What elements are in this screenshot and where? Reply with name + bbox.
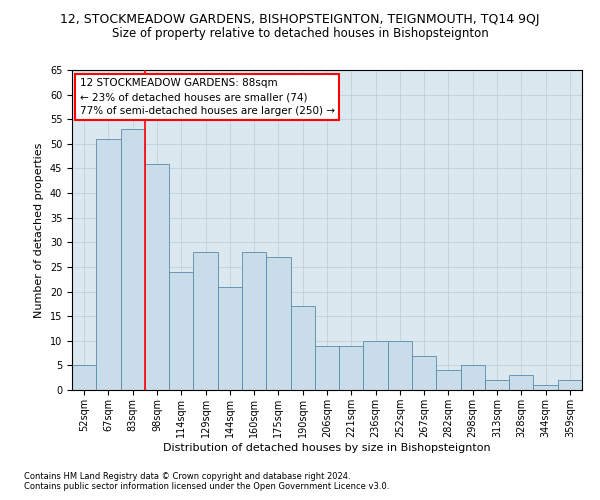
Bar xyxy=(412,356,436,390)
Bar xyxy=(266,257,290,390)
Text: 12 STOCKMEADOW GARDENS: 88sqm
← 23% of detached houses are smaller (74)
77% of s: 12 STOCKMEADOW GARDENS: 88sqm ← 23% of d… xyxy=(80,78,335,116)
Bar xyxy=(290,306,315,390)
Text: Contains public sector information licensed under the Open Government Licence v3: Contains public sector information licen… xyxy=(24,482,389,491)
Text: 12, STOCKMEADOW GARDENS, BISHOPSTEIGNTON, TEIGNMOUTH, TQ14 9QJ: 12, STOCKMEADOW GARDENS, BISHOPSTEIGNTON… xyxy=(60,12,540,26)
Y-axis label: Number of detached properties: Number of detached properties xyxy=(34,142,44,318)
X-axis label: Distribution of detached houses by size in Bishopsteignton: Distribution of detached houses by size … xyxy=(163,442,491,452)
Bar xyxy=(485,380,509,390)
Bar xyxy=(169,272,193,390)
Bar xyxy=(436,370,461,390)
Bar xyxy=(533,385,558,390)
Bar xyxy=(509,375,533,390)
Bar xyxy=(558,380,582,390)
Bar xyxy=(96,139,121,390)
Text: Contains HM Land Registry data © Crown copyright and database right 2024.: Contains HM Land Registry data © Crown c… xyxy=(24,472,350,481)
Bar xyxy=(218,286,242,390)
Bar xyxy=(461,366,485,390)
Bar xyxy=(364,341,388,390)
Bar xyxy=(242,252,266,390)
Bar xyxy=(145,164,169,390)
Bar xyxy=(339,346,364,390)
Bar xyxy=(193,252,218,390)
Bar xyxy=(315,346,339,390)
Bar xyxy=(72,366,96,390)
Bar xyxy=(388,341,412,390)
Text: Size of property relative to detached houses in Bishopsteignton: Size of property relative to detached ho… xyxy=(112,28,488,40)
Bar xyxy=(121,129,145,390)
